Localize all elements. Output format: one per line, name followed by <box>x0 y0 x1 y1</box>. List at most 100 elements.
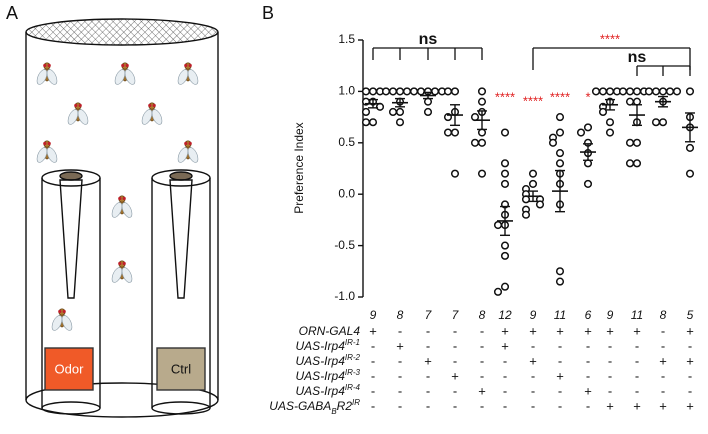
genotype-sign: - <box>661 383 665 398</box>
genotype-sign: - <box>398 368 402 383</box>
n-label: 9 <box>370 308 377 322</box>
data-point <box>555 113 565 122</box>
data-point <box>477 87 487 96</box>
genotype-sign: - <box>558 383 562 398</box>
genotype-sign: - <box>503 398 507 413</box>
genotype-sign: - <box>398 353 402 368</box>
data-point <box>685 143 695 152</box>
genotype-sign: + <box>451 368 459 383</box>
data-point <box>576 128 586 137</box>
genotype-sign: - <box>398 383 402 398</box>
genotype-label: UAS-GABABR2IR <box>269 398 360 416</box>
data-point <box>450 128 460 137</box>
data-point <box>651 118 661 127</box>
genotype-sign: + <box>501 323 509 338</box>
genotype-sign: - <box>453 398 457 413</box>
mesh-top <box>25 18 219 46</box>
data-point <box>555 149 565 158</box>
genotype-sign: - <box>558 338 562 353</box>
n-label: 11 <box>554 308 566 322</box>
data-point <box>493 287 503 296</box>
genotype-label-part: IR <box>352 398 360 407</box>
n-label: 11 <box>631 308 643 322</box>
data-point <box>632 138 642 147</box>
y-tick-label: -0.5 <box>334 238 355 252</box>
data-point <box>395 118 405 127</box>
genotype-label-part: UAS-Irp4 <box>296 384 346 398</box>
data-point <box>685 169 695 178</box>
data-point <box>361 107 371 117</box>
funnel <box>169 179 193 299</box>
data-point <box>368 87 378 96</box>
data-point <box>528 179 538 188</box>
panel-label: B <box>262 3 274 23</box>
genotype-sign: - <box>531 368 535 383</box>
genotype-label: UAS-Irp4IR-4 <box>296 383 361 399</box>
data-point <box>361 87 371 96</box>
genotype-sign: - <box>558 353 562 368</box>
data-point <box>395 87 405 96</box>
genotype-sign: - <box>398 398 402 413</box>
y-tick-label: -1.0 <box>334 289 355 303</box>
genotype-sign: - <box>426 323 430 338</box>
data-point <box>658 87 668 96</box>
data-point <box>625 87 635 96</box>
genotype-label-part: B <box>331 407 337 416</box>
tube-cap <box>169 171 193 181</box>
ctrl-label: Ctrl <box>171 361 191 376</box>
n-label: 8 <box>479 308 486 322</box>
data-point <box>500 282 510 291</box>
data-point <box>500 241 510 250</box>
fly <box>112 62 138 87</box>
genotype-sign: + <box>556 323 564 338</box>
data-point <box>665 87 675 96</box>
data-point <box>430 87 440 96</box>
genotype-label-part: ORN-GAL4 <box>299 324 361 338</box>
cylinder-bottom <box>25 382 219 418</box>
genotype-sign: - <box>586 338 590 353</box>
panel-a <box>25 18 219 418</box>
genotype-sign: - <box>371 368 375 383</box>
genotype-sign: - <box>480 368 484 383</box>
genotype-sign: - <box>661 368 665 383</box>
genotype-sign: - <box>586 368 590 383</box>
annotation: **** <box>523 93 543 108</box>
data-point <box>493 220 503 230</box>
odor-box <box>44 347 94 391</box>
data-point <box>555 159 565 168</box>
genotype-sign: - <box>608 353 612 368</box>
data-point <box>477 97 487 106</box>
genotype-label-part: IR-2 <box>345 353 361 362</box>
fly <box>109 260 135 285</box>
data-point <box>548 138 558 147</box>
n-label: 7 <box>452 308 460 322</box>
data-point <box>450 169 460 178</box>
genotype-sign: - <box>608 383 612 398</box>
genotype-label: ORN-GAL4 <box>299 324 361 338</box>
genotype-sign: - <box>480 398 484 413</box>
data-point <box>632 97 642 106</box>
annotation: **** <box>550 89 570 104</box>
genotype-sign: - <box>371 383 375 398</box>
genotype-sign: + <box>396 338 404 353</box>
genotype-sign: - <box>688 368 692 383</box>
genotype-sign: - <box>453 338 457 353</box>
genotype-label-part: IR-4 <box>345 383 361 392</box>
genotype-sign: - <box>426 368 430 383</box>
data-point <box>528 169 538 178</box>
fly <box>34 62 60 87</box>
genotype-sign: + <box>659 398 667 413</box>
genotype-sign: - <box>371 398 375 413</box>
annotation: ns <box>419 31 438 48</box>
genotype-label-part: UAS-Irp4 <box>296 339 346 353</box>
genotype-sign: + <box>478 383 486 398</box>
ctrl-box <box>156 347 206 391</box>
annotation: **** <box>495 89 515 104</box>
genotype-label-part: UAS-Irp4 <box>296 369 346 383</box>
data-point <box>409 87 419 96</box>
genotype-sign: - <box>531 398 535 413</box>
n-label: 9 <box>530 308 537 322</box>
genotype-sign: - <box>503 353 507 368</box>
genotype-sign: - <box>480 353 484 368</box>
genotype-sign: + <box>529 353 537 368</box>
